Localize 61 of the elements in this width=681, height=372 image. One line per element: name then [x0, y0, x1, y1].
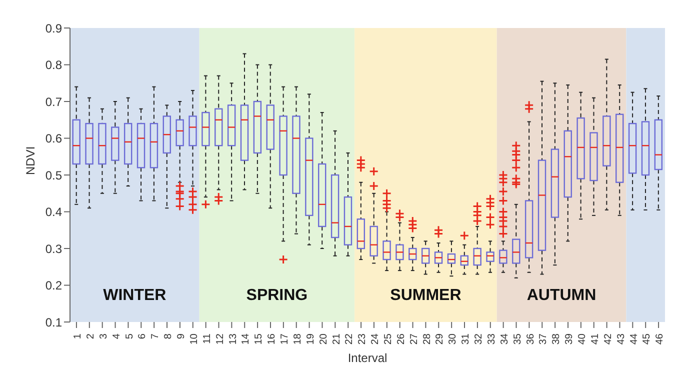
y-tick-label: 0.3: [45, 242, 62, 256]
x-tick-label: 45: [642, 333, 653, 345]
x-tick-label: 8: [163, 333, 174, 340]
x-tick-label: 20: [318, 333, 330, 345]
band-label: SUMMER: [390, 287, 462, 304]
x-tick-label: 12: [214, 333, 226, 345]
y-tick-label: 0.9: [45, 21, 62, 36]
x-tick-label: 23: [357, 333, 368, 345]
x-tick-label: 14: [240, 333, 252, 345]
x-tick-label: 21: [331, 333, 342, 345]
band-label: SPRING: [246, 287, 308, 304]
x-tick-label: 9: [176, 333, 188, 340]
x-tick-label: 24: [370, 333, 382, 345]
x-tick-label: 29: [434, 333, 446, 345]
y-tick-label: 0.5: [45, 168, 62, 182]
x-tick-label: 11: [202, 333, 213, 344]
x-tick-label: 42: [602, 333, 614, 345]
x-tick-label: 13: [228, 333, 239, 345]
x-tick-label: 30: [448, 333, 459, 345]
y-axis-title: NDVI: [23, 146, 38, 175]
x-tick-label: 22: [344, 333, 356, 345]
y-tick-label: 0.8: [45, 58, 62, 72]
x-tick-label: 18: [292, 333, 304, 345]
x-tick-label: 33: [486, 333, 498, 345]
band-label: WINTER: [103, 287, 167, 304]
x-tick-label: 38: [551, 333, 562, 345]
x-tick-label: 32: [474, 333, 485, 345]
band-label: AUTUMN: [526, 287, 596, 304]
x-tick-label: 36: [525, 333, 536, 345]
x-tick-label: 39: [564, 333, 576, 345]
x-tick-label: 10: [188, 333, 200, 345]
x-tick-label: 31: [460, 333, 472, 345]
x-tick-label: 4: [111, 333, 122, 340]
x-axis-title: Interval: [348, 351, 388, 365]
x-tick-label: 35: [512, 333, 524, 345]
y-tick-label: 0.6: [45, 132, 62, 146]
x-tick-label: 17: [280, 333, 291, 345]
y-tick-label: 0.1: [45, 315, 62, 330]
x-tick-label: 43: [616, 333, 627, 345]
y-tick-label: 0.2: [45, 278, 62, 293]
x-tick-label: 28: [422, 333, 433, 345]
x-tick-label: 15: [254, 333, 265, 345]
x-tick-label: 19: [305, 333, 316, 345]
x-tick-label: 44: [628, 333, 640, 345]
x-tick-label: 37: [538, 333, 550, 345]
x-tick-label: 7: [150, 333, 162, 340]
x-tick-label: 1: [72, 333, 84, 340]
x-tick-label: 25: [383, 333, 394, 345]
y-tick-label: 0.4: [45, 205, 62, 220]
x-tick-label: 5: [124, 333, 136, 340]
x-tick-label: 6: [137, 333, 148, 340]
x-tick-label: 40: [577, 333, 588, 345]
x-tick-label: 34: [499, 333, 510, 345]
x-tick-label: 3: [98, 333, 110, 340]
x-tick-label: 46: [654, 333, 666, 345]
x-tick-label: 2: [86, 333, 96, 340]
x-tick-label: 26: [396, 333, 407, 345]
x-tick-label: 27: [408, 333, 420, 345]
x-tick-label: 16: [266, 333, 278, 345]
x-tick-label: 41: [590, 333, 601, 345]
y-tick-label: 0.7: [45, 94, 62, 109]
